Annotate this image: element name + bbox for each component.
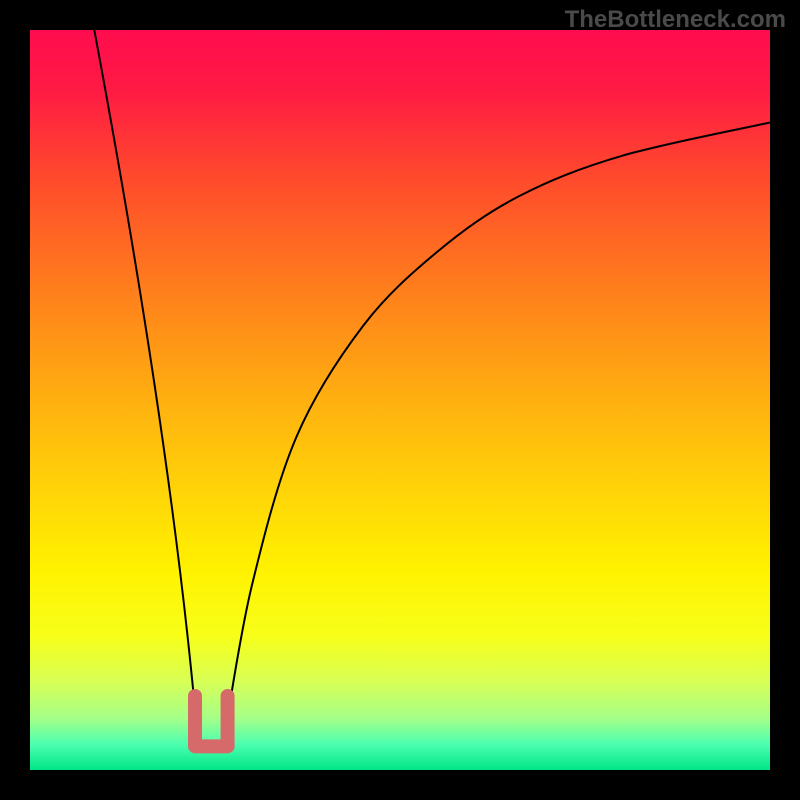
plot-background (30, 30, 770, 770)
chart-svg (0, 0, 800, 800)
chart-container: TheBottleneck.com (0, 0, 800, 800)
